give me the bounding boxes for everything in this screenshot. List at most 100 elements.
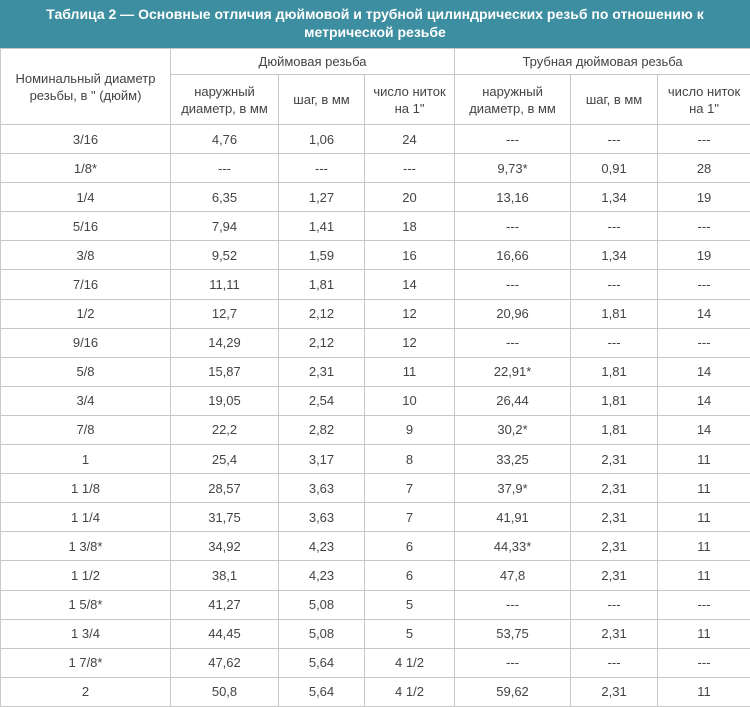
table-cell: 38,1 <box>170 560 279 591</box>
table-cell: 1,27 <box>278 182 365 213</box>
table-cell: 7,94 <box>170 211 279 242</box>
table-cell: 34,92 <box>170 531 279 562</box>
data-row: 1 1/8 28,57 3,63 7 37,9* 2,31 11 <box>0 473 750 504</box>
table-cell: 9,73* <box>454 153 572 184</box>
data-row: 1 1/2 38,1 4,23 6 47,8 2,31 11 <box>0 560 750 591</box>
table-cell: 41,27 <box>170 589 279 620</box>
table-cell: 24 <box>363 123 456 155</box>
table-cell: 2,54 <box>278 385 365 416</box>
table-cell: 59,62 <box>454 676 572 707</box>
table-cell: 3,17 <box>278 444 365 475</box>
data-row: 3/16 4,76 1,06 24 --- --- --- <box>0 123 750 155</box>
table-cell: 11 <box>363 356 456 387</box>
table-cell: --- <box>570 211 659 242</box>
table-cell: --- <box>657 269 750 300</box>
table-cell: 14 <box>657 385 750 416</box>
table-cell: --- <box>570 269 659 300</box>
table-cell: 41,91 <box>454 502 572 533</box>
data-row: 5/16 7,94 1,41 18 --- --- --- <box>0 211 750 242</box>
data-row: 2 50,8 5,64 4 1/2 59,62 2,31 11 <box>0 676 750 707</box>
table-cell: 16,66 <box>454 240 572 271</box>
table-cell: 1 7/8* <box>0 647 171 678</box>
table-cell: 1,81 <box>278 269 365 300</box>
table-cell: 7 <box>363 473 456 504</box>
table-cell: 1,81 <box>570 356 659 387</box>
table-cell: 3,63 <box>278 473 365 504</box>
table-cell: 15,87 <box>170 356 279 387</box>
data-row: 5/8 15,87 2,31 11 22,91* 1,81 14 <box>0 356 750 387</box>
table-cell: 2,31 <box>570 444 659 475</box>
table-cell: 1 1/8 <box>0 473 171 504</box>
table-cell: 22,2 <box>170 414 279 446</box>
table-cell: 9 <box>363 414 456 446</box>
table-cell: 5,08 <box>278 618 365 649</box>
table-cell: 6,35 <box>170 182 279 213</box>
data-row: 1 25,4 3,17 8 33,25 2,31 11 <box>0 444 750 475</box>
table-cell: --- <box>454 269 572 300</box>
table-cell: 16 <box>363 240 456 271</box>
table-cell: 4 1/2 <box>363 647 456 678</box>
table-cell: 1 1/4 <box>0 502 171 533</box>
data-row: 1 5/8* 41,27 5,08 5 --- --- --- <box>0 589 750 620</box>
table-cell: --- <box>454 123 572 155</box>
table-cell: 19,05 <box>170 385 279 416</box>
data-row: 7/8 22,2 2,82 9 30,2* 1,81 14 <box>0 414 750 446</box>
column-header: число ниток на 1" <box>657 74 750 125</box>
table-cell: 12,7 <box>170 298 279 329</box>
table-cell: 2,12 <box>278 327 365 358</box>
table-cell: 9,52 <box>170 240 279 271</box>
table-cell: --- <box>657 211 750 242</box>
group-header: Трубная дюймовая резьба <box>454 48 750 75</box>
table-cell: 14 <box>657 298 750 329</box>
table-cell: 7/16 <box>0 269 171 300</box>
table-cell: 2 <box>0 676 171 707</box>
table-cell: --- <box>454 589 572 620</box>
table-cell: 28 <box>657 153 750 184</box>
table-cell: 0,91 <box>570 153 659 184</box>
table-cell: 1,34 <box>570 182 659 213</box>
table-cell: 11 <box>657 444 750 475</box>
table-cell: --- <box>454 327 572 358</box>
table: Номинальный диаметр резьбы, в " (дюйм) Д… <box>0 48 750 707</box>
table-cell: 11 <box>657 473 750 504</box>
table-cell: 1/8* <box>0 153 171 184</box>
table-cell: 44,33* <box>454 531 572 562</box>
table-cell: 6 <box>363 531 456 562</box>
table-cell: 1 3/4 <box>0 618 171 649</box>
column-header: шаг, в мм <box>278 74 365 125</box>
table-cell: 4,76 <box>170 123 279 155</box>
table-cell: 3/16 <box>0 123 171 155</box>
table-cell: --- <box>657 589 750 620</box>
header-cell: Номинальный диаметр резьбы, в " (дюйм) <box>0 48 171 125</box>
table-cell: --- <box>363 153 456 184</box>
table-cell: 5,64 <box>278 676 365 707</box>
table-title: Таблица 2 — Основные отличия дюймовой и … <box>0 0 750 48</box>
table-cell: 14,29 <box>170 327 279 358</box>
table-cell: 14 <box>363 269 456 300</box>
table-cell: --- <box>570 327 659 358</box>
data-row: 1/8* --- --- --- 9,73* 0,91 28 <box>0 153 750 184</box>
table-cell: 11 <box>657 531 750 562</box>
table-cell: --- <box>570 123 659 155</box>
table-cell: 14 <box>657 356 750 387</box>
table-cell: 1,81 <box>570 298 659 329</box>
table-cell: 5 <box>363 589 456 620</box>
table-cell: 4,23 <box>278 531 365 562</box>
table-cell: --- <box>570 647 659 678</box>
table-cell: 30,2* <box>454 414 572 446</box>
header-row: наружный диаметр, в мм шаг, в мм число нит… <box>1 74 750 125</box>
table-cell: 1 3/8* <box>0 531 171 562</box>
table-cell: 4 1/2 <box>363 676 456 707</box>
table-cell: 2,31 <box>570 676 659 707</box>
data-row: 3/4 19,05 2,54 10 26,44 1,81 14 <box>0 385 750 416</box>
table-cell: 7/8 <box>0 414 171 446</box>
table-cell: 44,45 <box>170 618 279 649</box>
table-cell: 2,31 <box>570 473 659 504</box>
column-header: шаг, в мм <box>570 74 659 125</box>
table-cell: 5/16 <box>0 211 171 242</box>
table-cell: 12 <box>363 327 456 358</box>
table-cell: 50,8 <box>170 676 279 707</box>
data-row: 1 3/4 44,45 5,08 5 53,75 2,31 11 <box>0 618 750 649</box>
table-cell: 1 <box>0 444 171 475</box>
